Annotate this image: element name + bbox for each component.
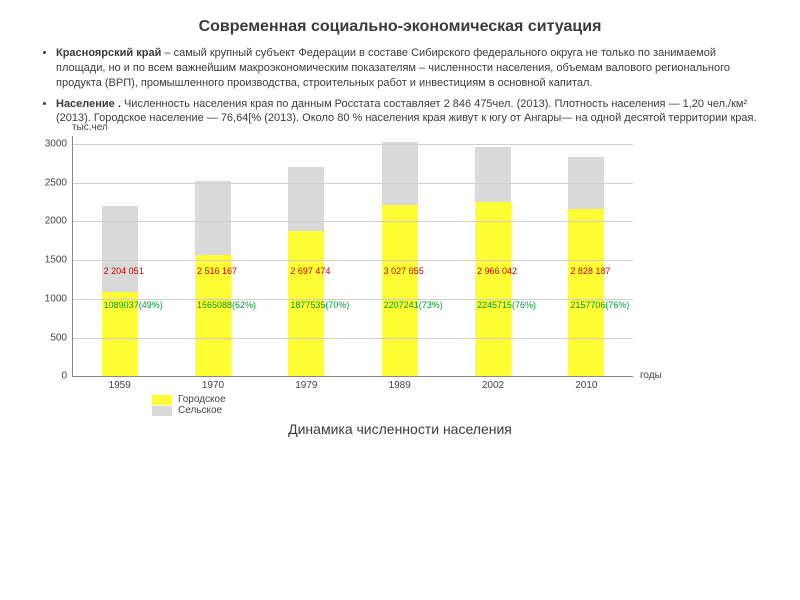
bar-1970: 2 516 1671565088(62%): [195, 136, 231, 376]
label-urban: 2245715(76%): [477, 300, 536, 310]
legend-swatch: [152, 395, 172, 405]
y-tick-label: 1000: [45, 293, 73, 304]
chart-caption: Динамика численности населения: [38, 421, 762, 437]
bullet-rest: Численность населения края по данным Рос…: [56, 98, 757, 125]
label-urban: 1089037(49%): [104, 300, 163, 310]
legend-swatch: [152, 406, 172, 416]
legend-label: Городское: [178, 394, 226, 405]
legend-item-rural: Сельское: [152, 405, 226, 416]
y-tick-label: 1500: [45, 255, 73, 266]
bar-rural: [382, 142, 418, 206]
plot-area: 2 204 0511089037(49%)2 516 1671565088(62…: [72, 136, 633, 377]
bullet-1: Красноярский край – самый крупный субъек…: [56, 46, 762, 91]
x-tick-label: 1970: [202, 376, 224, 391]
label-urban: 1565088(62%): [197, 300, 256, 310]
label-urban: 2157706(76%): [570, 300, 629, 310]
label-total: 2 828 187: [570, 266, 610, 276]
x-tick-label: 2010: [575, 376, 597, 391]
bar-1989: 3 027 6552207241(73%): [382, 136, 418, 376]
y-tick-label: 2500: [45, 177, 73, 188]
x-tick-label: 1979: [295, 376, 317, 391]
legend-item-urban: Городское: [152, 394, 226, 405]
gridline: [73, 221, 633, 222]
bar-2002: 2 966 0422245715(76%): [475, 136, 511, 376]
page-title: Современная социально-экономическая ситу…: [38, 18, 762, 36]
bullet-2: Население . Численность населения края п…: [56, 97, 762, 127]
label-total: 2 966 042: [477, 266, 517, 276]
bar-rural: [195, 181, 231, 255]
legend-label: Сельское: [178, 405, 222, 416]
bullet-list: Красноярский край – самый крупный субъек…: [56, 46, 762, 126]
bars-layer: 2 204 0511089037(49%)2 516 1671565088(62…: [73, 136, 633, 376]
gridline: [73, 144, 633, 145]
y-tick-label: 2000: [45, 216, 73, 227]
slide: Современная социально-экономическая ситу…: [0, 0, 800, 600]
bar-1979: 2 697 4741877535(70%): [288, 136, 324, 376]
bar-urban: [475, 202, 511, 376]
bullet-lead: Красноярский край: [56, 47, 161, 59]
bullet-lead: Население .: [56, 98, 121, 110]
x-tick-label: 1959: [109, 376, 131, 391]
y-tick-label: 500: [50, 332, 73, 343]
gridline: [73, 183, 633, 184]
label-total: 2 204 051: [104, 266, 144, 276]
bar-rural: [102, 206, 138, 292]
y-tick-label: 0: [61, 371, 73, 382]
label-urban: 1877535(70%): [290, 300, 349, 310]
gridline: [73, 338, 633, 339]
label-total: 2 516 167: [197, 266, 237, 276]
bar-rural: [475, 147, 511, 203]
gridline: [73, 299, 633, 300]
bar-2010: 2 828 1872157706(76%): [568, 136, 604, 376]
gridline: [73, 260, 633, 261]
legend: ГородскоеСельское: [152, 394, 226, 416]
y-axis-title: тыс.чел: [72, 122, 108, 133]
x-tick-label: 1989: [389, 376, 411, 391]
x-tick-label: 2002: [482, 376, 504, 391]
population-chart: тыс.чел 2 204 0511089037(49%)2 516 16715…: [72, 136, 762, 377]
label-total: 2 697 474: [290, 266, 330, 276]
x-axis-title: годы: [640, 370, 662, 381]
bar-urban: [568, 209, 604, 376]
bar-urban: [382, 205, 418, 376]
label-total: 3 027 655: [384, 266, 424, 276]
bar-1959: 2 204 0511089037(49%): [102, 136, 138, 376]
y-tick-label: 3000: [45, 138, 73, 149]
label-urban: 2207241(73%): [384, 300, 443, 310]
